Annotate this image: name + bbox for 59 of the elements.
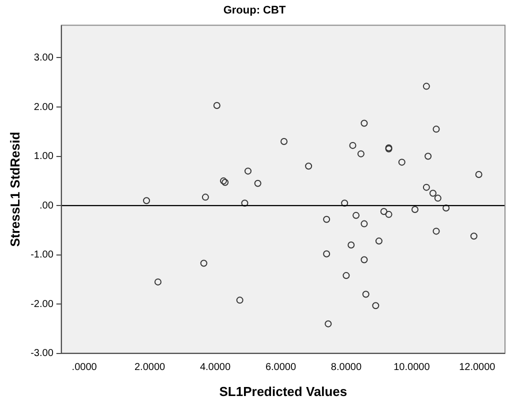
- point: [360, 256, 368, 264]
- point: [352, 212, 360, 219]
- point: [323, 216, 330, 223]
- point: [241, 200, 248, 207]
- point: [429, 190, 436, 197]
- point: [348, 241, 355, 248]
- point: [342, 272, 350, 280]
- point: [220, 177, 227, 184]
- point: [324, 320, 332, 328]
- y-tick-label: -2.00: [30, 298, 54, 310]
- point: [280, 138, 288, 145]
- y-tick-label: 2.00: [34, 102, 54, 113]
- chart-title: Group: CBT: [223, 4, 286, 17]
- point: [434, 194, 442, 202]
- y-tick-label: 3.00: [34, 52, 54, 64]
- point: [143, 197, 150, 204]
- x-tick-label: 6.0000: [265, 362, 296, 374]
- point: [349, 142, 356, 149]
- point: [360, 220, 368, 228]
- point: [398, 158, 406, 166]
- x-tick-label: 10.0000: [394, 362, 430, 374]
- point: [432, 228, 440, 235]
- point: [424, 152, 432, 160]
- point: [375, 238, 382, 245]
- y-tick-label: -1.00: [30, 250, 54, 261]
- y-axis-title: StressL1 StdResid: [7, 132, 22, 247]
- x-tick-label: .0000: [72, 362, 98, 374]
- x-axis-title: SL1Predicted Values: [219, 384, 348, 399]
- point: [202, 194, 209, 201]
- x-tick-label: 12.0000: [459, 362, 496, 374]
- point: [244, 168, 252, 175]
- point: [422, 82, 430, 90]
- point: [385, 210, 392, 218]
- point: [254, 180, 262, 187]
- point: [222, 178, 229, 186]
- x-tick-label: 2.0000: [134, 362, 166, 374]
- x-tick-label: 4.0000: [200, 362, 231, 374]
- y-tick-label: .00: [39, 200, 54, 212]
- point: [357, 150, 364, 158]
- point: [380, 208, 388, 215]
- point: [442, 204, 450, 212]
- point: [305, 162, 312, 170]
- point: [411, 206, 418, 214]
- point: [362, 290, 370, 298]
- point: [360, 120, 368, 127]
- point: [422, 184, 430, 191]
- point: [341, 200, 348, 207]
- point: [432, 126, 440, 133]
- x-tick-label: 8.0000: [330, 362, 362, 374]
- point: [213, 102, 220, 110]
- point: [236, 296, 244, 304]
- point: [372, 302, 380, 310]
- point: [200, 260, 208, 267]
- y-tick-label: 1.00: [34, 151, 54, 162]
- point: [323, 250, 330, 258]
- point: [475, 171, 482, 178]
- y-tick-label: -3.00: [30, 348, 54, 360]
- point: [470, 232, 478, 240]
- point: [154, 278, 162, 286]
